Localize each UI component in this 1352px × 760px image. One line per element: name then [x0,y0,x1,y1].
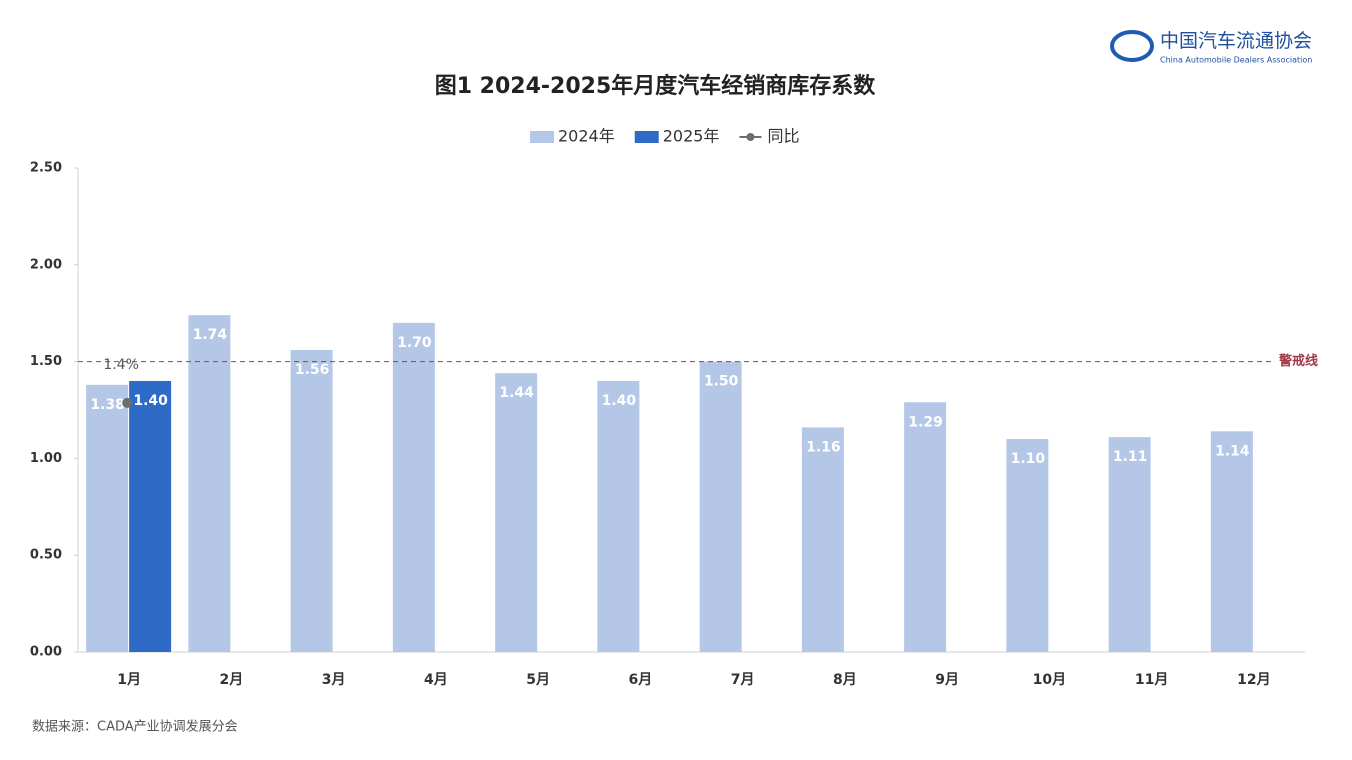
x-tick-label: 5月 [526,672,550,688]
bar [290,349,333,652]
y-tick-label: 2.00 [30,257,62,272]
bar [188,315,231,652]
x-tick-label: 7月 [731,672,755,688]
logo-name: 中国汽车流通协会 [1160,30,1312,52]
bar [597,380,640,652]
x-tick-label: 3月 [322,672,346,688]
data-label: 1.56 [295,362,330,378]
data-label: 1.38 [90,397,125,413]
legend-label: 2025年 [663,127,720,146]
y-tick-label: 2.50 [30,161,62,176]
legend-swatch [634,131,659,143]
line-point [122,397,133,408]
legend-label: 2024年 [558,127,615,146]
bar [129,380,172,652]
logo: 中国汽车流通协会 China Automobile Dealers Associ… [1110,30,1312,65]
x-tick-label: 10月 [1033,672,1066,688]
legend-label: 同比 [767,127,799,146]
data-label: 1.4% [103,357,139,373]
data-label: 1.11 [1113,449,1148,465]
bar [392,322,435,652]
bar [801,427,844,652]
data-label: 1.50 [704,374,739,390]
data-label: 1.14 [1215,443,1250,459]
legend-swatch [530,131,554,143]
y-tick-label: 0.00 [30,645,62,660]
bar [1108,437,1151,652]
bar [86,384,129,652]
source: 数据来源：CADA产业协调发展分会 [32,719,238,735]
y-tick-label: 0.50 [30,548,62,563]
bar [1210,431,1253,652]
data-label: 1.10 [1011,451,1046,467]
x-tick-label: 11月 [1135,672,1168,688]
data-label: 1.40 [602,393,637,409]
legend-swatch [746,133,755,141]
bar [904,402,947,652]
reference-label: 警戒线 [1279,353,1318,369]
y-tick-label: 1.00 [30,451,62,466]
x-tick-label: 4月 [424,672,448,688]
data-label: 1.74 [193,327,228,343]
logo-subtitle: China Automobile Dealers Association [1160,56,1312,65]
x-tick-label: 8月 [833,672,857,688]
x-tick-label: 1月 [117,672,141,688]
data-label: 1.40 [133,393,168,409]
bar [495,373,538,652]
x-tick-label: 2月 [220,672,244,688]
data-label: 1.70 [397,335,432,351]
bar [1006,439,1049,652]
x-tick-label: 12月 [1237,672,1270,688]
x-tick-label: 9月 [935,672,959,688]
data-label: 1.29 [908,414,943,430]
chart-title: 图1 2024-2025年月度汽车经销商库存系数 [435,73,877,99]
x-tick-label: 6月 [629,672,653,688]
y-tick-label: 1.50 [30,354,62,369]
bar [699,361,742,652]
data-label: 1.44 [499,385,534,401]
data-label: 1.16 [806,439,841,455]
logo-mark [1110,30,1154,62]
